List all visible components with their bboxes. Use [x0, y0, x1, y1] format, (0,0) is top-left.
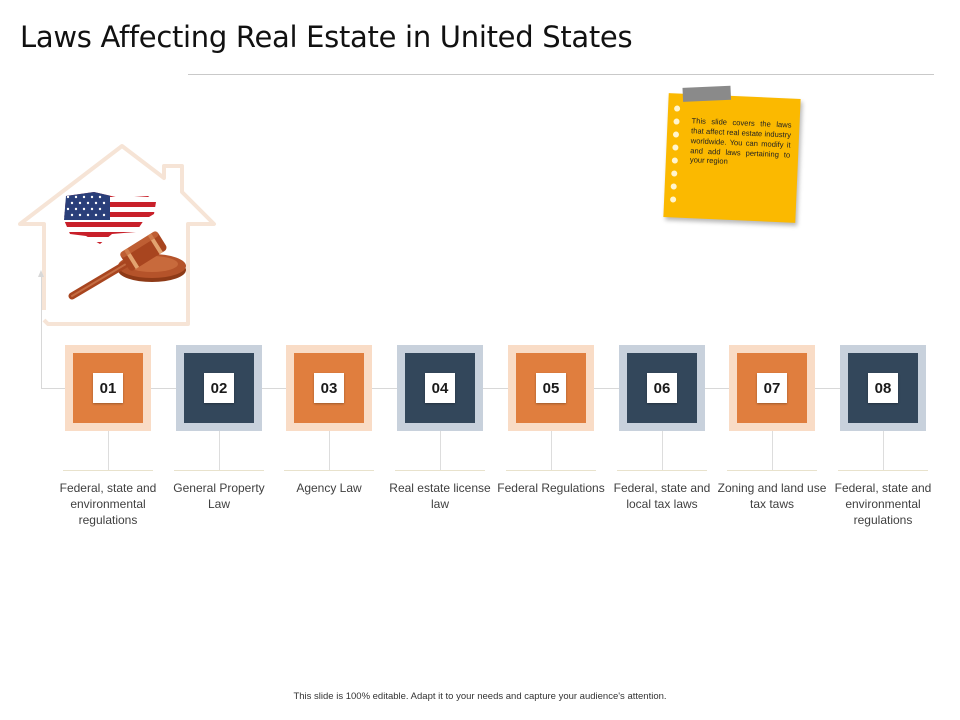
step-tile-inner: 08	[848, 353, 918, 423]
timeline-connector	[483, 388, 508, 389]
step-tile-06: 06	[619, 345, 705, 431]
step-tile-inner: 02	[184, 353, 254, 423]
step-label: Federal Regulations	[497, 481, 605, 495]
house-outline-icon	[18, 144, 216, 326]
step-stem	[329, 431, 330, 471]
step-baseline	[506, 470, 596, 471]
step-number: 05	[536, 373, 566, 403]
step-stem	[440, 431, 441, 471]
timeline-connector	[372, 388, 397, 389]
step-number: 07	[757, 373, 787, 403]
step-number: 02	[204, 373, 234, 403]
step-label: Federal, state and local tax laws	[613, 481, 711, 512]
step-tile-08: 08	[840, 345, 926, 431]
step-baseline	[174, 470, 264, 471]
step-tile-01: 01	[65, 345, 151, 431]
step-baseline	[727, 470, 817, 471]
note-binding-holes	[670, 105, 683, 209]
step-stem	[883, 431, 884, 471]
step-baseline	[617, 470, 707, 471]
footer-note: This slide is 100% editable. Adapt it to…	[293, 691, 667, 702]
step-tile-inner: 07	[737, 353, 807, 423]
step-tile-inner: 01	[73, 353, 143, 423]
step-number: 01	[93, 373, 123, 403]
step-tile-07: 07	[729, 345, 815, 431]
step-stem	[108, 431, 109, 471]
step-label: General Property Law	[173, 481, 265, 512]
arrow-up-icon	[38, 270, 44, 277]
step-tile-inner: 04	[405, 353, 475, 423]
tape-strip	[682, 85, 732, 102]
timeline-lead-horizontal	[41, 388, 65, 389]
sticky-note: This slide covers the laws that affect r…	[663, 85, 801, 223]
timeline-connector	[151, 388, 176, 389]
step-baseline	[63, 470, 153, 471]
step-baseline	[838, 470, 928, 471]
step-stem	[219, 431, 220, 471]
step-tile-inner: 05	[516, 353, 586, 423]
step-number: 06	[647, 373, 677, 403]
slide-title: Laws Affecting Real Estate in United Sta…	[20, 20, 633, 54]
step-label: Real estate license law	[389, 481, 491, 512]
step-stem	[551, 431, 552, 471]
step-tile-04: 04	[397, 345, 483, 431]
step-tile-02: 02	[176, 345, 262, 431]
step-tile-inner: 06	[627, 353, 697, 423]
note-text: This slide covers the laws that affect r…	[689, 116, 792, 167]
title-divider	[188, 74, 934, 75]
gavel-icon	[68, 231, 186, 300]
step-number: 03	[314, 373, 344, 403]
step-number: 08	[868, 373, 898, 403]
step-number: 04	[425, 373, 455, 403]
step-label: Agency Law	[296, 481, 362, 495]
step-label: Zoning and land use tax taws	[717, 481, 827, 512]
timeline-lead-vertical	[41, 276, 42, 388]
step-label: Federal, state and environmental regulat…	[834, 481, 932, 528]
timeline-connector	[262, 388, 287, 389]
timeline-connector	[815, 388, 840, 389]
step-tile-03: 03	[286, 345, 372, 431]
step-baseline	[395, 470, 485, 471]
step-baseline	[284, 470, 374, 471]
timeline-connector	[594, 388, 619, 389]
step-tile-05: 05	[508, 345, 594, 431]
step-tile-inner: 03	[294, 353, 364, 423]
house-illustration	[18, 144, 216, 326]
timeline-connector	[705, 388, 730, 389]
step-label: Federal, state and environmental regulat…	[59, 481, 157, 528]
step-stem	[662, 431, 663, 471]
step-stem	[772, 431, 773, 471]
